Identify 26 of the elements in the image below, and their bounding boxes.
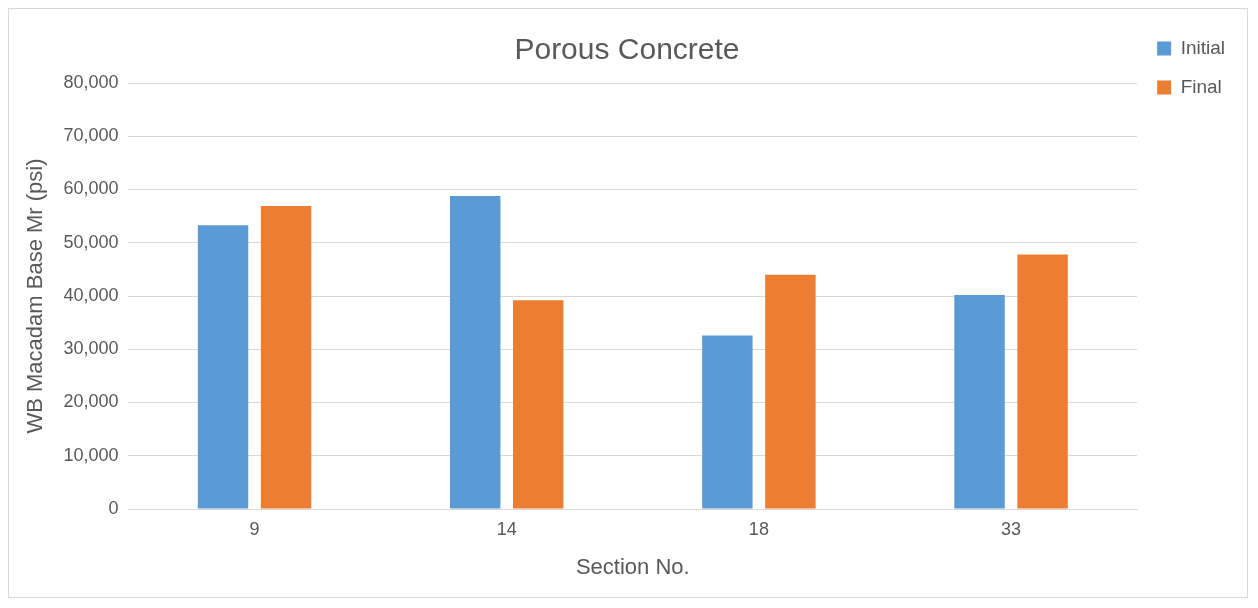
y-tick-label: 0: [108, 497, 119, 518]
bar: [702, 335, 753, 509]
x-tick-label: 18: [748, 518, 769, 539]
legend-label: Final: [1180, 75, 1222, 97]
y-tick-label: 70,000: [63, 125, 119, 146]
legend-label: Initial: [1180, 36, 1225, 58]
bar: [449, 195, 501, 509]
y-tick-label: 30,000: [63, 338, 119, 359]
y-tick-label: 80,000: [63, 71, 119, 92]
y-tick-label: 10,000: [63, 444, 119, 465]
y-tick-label: 40,000: [63, 284, 119, 305]
y-axis-title: WB Macadam Base Mr (psi): [22, 158, 48, 434]
x-tick-label: 33: [1001, 518, 1022, 539]
x-tick-label: 14: [496, 518, 517, 539]
bar: [765, 274, 816, 509]
bar: [954, 294, 1005, 509]
x-tick-label: 9: [249, 518, 260, 539]
bar: [1017, 254, 1068, 509]
bar: [513, 300, 564, 509]
bar: [197, 225, 249, 509]
y-tick-label: 50,000: [63, 231, 119, 252]
chart-title: Porous Concrete: [514, 32, 740, 66]
y-tick-label: 20,000: [63, 391, 119, 412]
y-tick-label: 60,000: [63, 178, 119, 199]
bar: [260, 206, 312, 509]
x-axis-title: Section No.: [575, 553, 690, 579]
